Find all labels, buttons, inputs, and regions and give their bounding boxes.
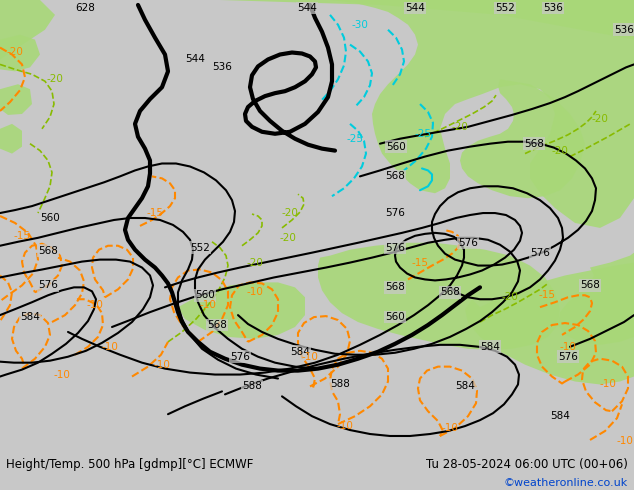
- Polygon shape: [465, 263, 634, 385]
- Text: 560: 560: [385, 312, 405, 322]
- Text: 568: 568: [440, 287, 460, 297]
- Text: 568: 568: [38, 245, 58, 256]
- Text: 588: 588: [330, 379, 350, 390]
- Text: 628: 628: [75, 3, 95, 13]
- Text: 544: 544: [405, 3, 425, 13]
- Text: 568: 568: [580, 280, 600, 291]
- Polygon shape: [460, 79, 585, 198]
- Text: 584: 584: [480, 342, 500, 352]
- Text: 560: 560: [386, 142, 406, 151]
- Text: 560: 560: [195, 290, 215, 300]
- Text: -10: -10: [87, 300, 103, 310]
- Text: -10: -10: [560, 342, 576, 352]
- Text: -20: -20: [281, 208, 299, 218]
- Polygon shape: [330, 0, 634, 228]
- Text: -25: -25: [415, 129, 432, 139]
- Text: -20: -20: [592, 114, 609, 124]
- Text: -10: -10: [247, 287, 264, 297]
- Text: -10: -10: [101, 342, 119, 352]
- Text: -10: -10: [441, 423, 458, 433]
- Text: -20: -20: [501, 292, 519, 302]
- Text: -10: -10: [302, 352, 318, 362]
- Text: 584: 584: [550, 411, 570, 421]
- Text: -15: -15: [411, 258, 429, 268]
- Text: -15: -15: [146, 208, 164, 218]
- Text: -20: -20: [552, 146, 569, 156]
- Text: 536: 536: [614, 24, 634, 35]
- Text: 584: 584: [455, 381, 475, 392]
- Text: -10: -10: [337, 421, 353, 431]
- Polygon shape: [0, 0, 634, 40]
- Text: Tu 28-05-2024 06:00 UTC (00+06): Tu 28-05-2024 06:00 UTC (00+06): [426, 458, 628, 471]
- Text: -10: -10: [600, 379, 616, 390]
- Polygon shape: [558, 253, 634, 345]
- Text: Height/Temp. 500 hPa [gdmp][°C] ECMWF: Height/Temp. 500 hPa [gdmp][°C] ECMWF: [6, 458, 254, 471]
- Text: 552: 552: [190, 243, 210, 253]
- Text: -20: -20: [46, 74, 63, 84]
- Text: 588: 588: [242, 381, 262, 392]
- Text: -15: -15: [538, 290, 555, 300]
- Text: 536: 536: [212, 62, 232, 73]
- Text: 544: 544: [297, 3, 317, 13]
- Text: 568: 568: [207, 320, 227, 330]
- Text: -20: -20: [6, 47, 23, 56]
- Text: 584: 584: [20, 312, 40, 322]
- Text: -10: -10: [153, 360, 171, 369]
- Text: 576: 576: [558, 352, 578, 362]
- Text: -30: -30: [352, 20, 368, 30]
- Polygon shape: [318, 243, 560, 350]
- Text: 552: 552: [495, 3, 515, 13]
- Text: 560: 560: [40, 213, 60, 223]
- Polygon shape: [0, 0, 55, 59]
- Text: -10: -10: [53, 369, 70, 380]
- Polygon shape: [178, 282, 305, 339]
- Text: 576: 576: [38, 280, 58, 291]
- Text: 576: 576: [458, 238, 478, 248]
- Text: -20: -20: [247, 258, 264, 268]
- Text: 568: 568: [385, 282, 405, 293]
- Text: 576: 576: [385, 243, 405, 253]
- Text: -20: -20: [280, 233, 297, 243]
- Text: 544: 544: [185, 54, 205, 65]
- Text: 576: 576: [230, 352, 250, 362]
- Text: 536: 536: [543, 3, 563, 13]
- Text: ©weatheronline.co.uk: ©weatheronline.co.uk: [503, 478, 628, 488]
- Text: 576: 576: [385, 208, 405, 218]
- Polygon shape: [0, 84, 32, 115]
- Polygon shape: [0, 35, 40, 72]
- Text: 568: 568: [385, 172, 405, 181]
- Text: 584: 584: [290, 347, 310, 357]
- Text: -10: -10: [616, 436, 633, 446]
- Text: -20: -20: [451, 122, 469, 132]
- Text: -25: -25: [347, 134, 363, 144]
- Text: -10: -10: [200, 300, 216, 310]
- Text: 576: 576: [530, 247, 550, 258]
- Text: 568: 568: [524, 139, 544, 148]
- Text: -15: -15: [13, 231, 30, 241]
- Polygon shape: [0, 124, 22, 153]
